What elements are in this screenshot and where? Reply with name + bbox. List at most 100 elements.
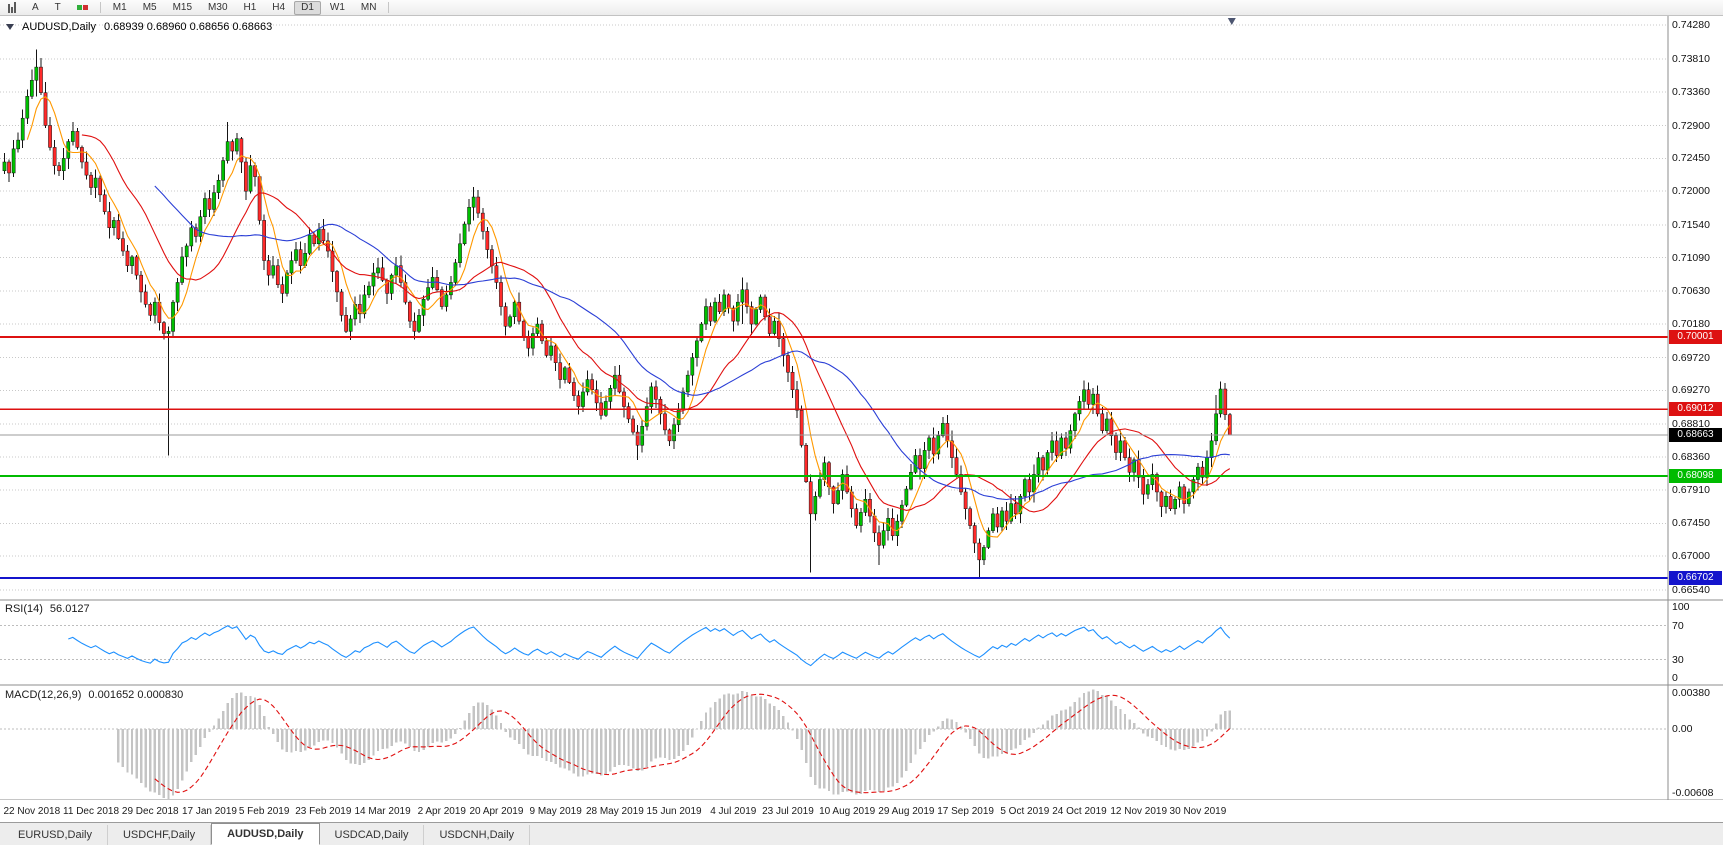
macd-axis-label: -0.00608 — [1672, 787, 1714, 799]
price-axis-label: 0.69270 — [1672, 384, 1710, 397]
date-label[interactable]: 11 Dec 2018 — [63, 806, 120, 817]
date-label[interactable]: 29 Dec 2018 — [121, 806, 179, 817]
chart-tab-usdcad[interactable]: USDCAD,Daily — [320, 825, 425, 845]
timeframe-m30-button[interactable]: M30 — [208, 2, 228, 13]
chart-shift-marker-icon[interactable] — [1227, 18, 1236, 25]
date-label[interactable]: 4 Jul 2019 — [710, 806, 757, 817]
macd-signal-line — [154, 693, 1231, 794]
price-axis-label: 0.67910 — [1672, 483, 1710, 496]
date-label[interactable]: 20 Apr 2019 — [469, 806, 524, 817]
bar-chart-glyph — [8, 2, 16, 13]
date-label[interactable]: 5 Feb 2019 — [238, 806, 290, 817]
toolbar-separator — [99, 2, 101, 13]
ma-6-line — [26, 96, 1231, 538]
candles — [2, 49, 1232, 579]
price-axis-label: 0.72000 — [1672, 185, 1710, 198]
price-axis-label: 0.72900 — [1672, 119, 1710, 132]
price-level-badge[interactable]: 0.69012 — [1669, 402, 1722, 417]
text-t-button[interactable]: T — [54, 2, 61, 13]
chart-toolbar: A T M1 M5 M15 M30 H1 H4 D1 W1 MN — [0, 0, 1723, 16]
date-label[interactable]: 23 Feb 2019 — [295, 806, 352, 817]
one-click-trading-arrow-icon[interactable] — [6, 24, 14, 30]
price-level-badge[interactable]: 0.70001 — [1669, 330, 1722, 345]
rsi-axis-label: 30 — [1672, 653, 1684, 666]
price-axis-label: 0.68810 — [1672, 418, 1710, 431]
macd-indicator-label: MACD(12,26,9) 0.001652 0.000830 — [5, 689, 190, 701]
order-icon[interactable] — [70, 1, 95, 15]
price-axis-label: 0.74280 — [1672, 18, 1710, 31]
price-axis-label: 0.73360 — [1672, 85, 1710, 98]
ma-34-line — [154, 185, 1230, 501]
date-label[interactable]: 24 Oct 2019 — [1052, 806, 1107, 817]
price-axis-label: 0.73810 — [1672, 53, 1710, 66]
rsi-line — [68, 625, 1231, 667]
chart-tab-bar: EURUSD,Daily USDCHF,Daily AUDUSD,Daily USDC… — [0, 822, 1723, 845]
macd-axis-label: 0.00 — [1672, 723, 1693, 736]
time-axis[interactable]: 22 Nov 2018 11 Dec 2018 29 Dec 2018 17 Jan … — [0, 800, 1723, 822]
chart-tab-eurusd[interactable]: EURUSD,Daily — [3, 825, 108, 845]
date-label[interactable]: 14 Mar 2019 — [354, 806, 411, 817]
price-axis-label: 0.72450 — [1672, 152, 1710, 165]
rsi-name: RSI(14) — [5, 603, 43, 615]
date-label[interactable]: 28 May 2019 — [585, 806, 644, 817]
timeframe-w1-button[interactable]: W1 — [329, 2, 345, 13]
rsi-axis-label: 100 — [1672, 601, 1690, 613]
macd-name: MACD(12,26,9) — [5, 689, 82, 701]
timeframe-d1-button[interactable]: D1 — [294, 0, 321, 15]
current-price-badge[interactable]: 0.68663 — [1669, 427, 1722, 442]
date-label[interactable]: 17 Jan 2019 — [181, 806, 237, 817]
date-label[interactable]: 9 May 2019 — [529, 806, 582, 817]
chart-tab-usdcnh[interactable]: USDCNH,Daily — [424, 825, 531, 845]
date-label[interactable]: 29 Aug 2019 — [878, 806, 935, 817]
timeframe-h1-button[interactable]: H1 — [243, 2, 257, 13]
timeframe-group: M1 M5 M15 M30 H1 H4 D1 W1 MN — [105, 0, 385, 15]
timeframe-m15-button[interactable]: M15 — [172, 2, 193, 13]
price-level-badge[interactable]: 0.68098 — [1669, 469, 1722, 484]
timeframe-h4-button[interactable]: H4 — [272, 2, 286, 13]
macd-values: 0.001652 0.000830 — [88, 689, 184, 701]
chart-tab-usdchf[interactable]: USDCHF,Daily — [108, 825, 212, 845]
timeframe-mn-button[interactable]: MN — [360, 2, 377, 13]
date-label[interactable]: 2 Apr 2019 — [417, 806, 466, 817]
ma-18-line — [81, 134, 1231, 513]
date-label[interactable]: 5 Oct 2019 — [1000, 806, 1050, 817]
price-level-badge[interactable]: 0.66702 — [1669, 570, 1722, 585]
date-label[interactable]: 17 Sep 2019 — [937, 806, 994, 817]
date-label[interactable]: 22 Nov 2018 — [3, 806, 61, 817]
price-gridlines — [0, 24, 1668, 591]
price-axis-label: 0.70180 — [1672, 318, 1710, 331]
timeframe-m1-button[interactable]: M1 — [112, 2, 127, 13]
rsi-indicator-label: RSI(14) 56.0127 — [5, 603, 97, 615]
bar-chart-icon[interactable] — [1, 1, 23, 15]
symbol-period-label: AUDUSD,Daily — [22, 21, 96, 33]
price-axis-label: 0.68360 — [1672, 450, 1710, 463]
rsi-value: 56.0127 — [49, 603, 90, 615]
chart-tab-audusd[interactable]: AUDUSD,Daily — [211, 823, 320, 845]
date-label[interactable]: 15 Jun 2019 — [646, 806, 702, 817]
order-glyph — [76, 5, 88, 10]
price-axis-label: 0.66540 — [1672, 583, 1710, 596]
rsi-axis-label: 70 — [1672, 619, 1684, 632]
date-label[interactable]: 10 Aug 2019 — [819, 806, 876, 817]
price-axis-label: 0.67000 — [1672, 550, 1710, 563]
annotate-a-button[interactable]: A — [32, 2, 39, 13]
price-axis-label: 0.71090 — [1672, 251, 1710, 264]
timeframe-m5-button[interactable]: M5 — [142, 2, 157, 13]
price-axis-label: 0.69720 — [1672, 351, 1710, 364]
price-axis-label: 0.70630 — [1672, 285, 1710, 298]
price-axis-label: 0.71540 — [1672, 218, 1710, 231]
price-axis[interactable]: 0.74280 0.73810 0.73360 0.72900 0.72450 0.720… — [1668, 16, 1723, 822]
price-axis-label: 0.67450 — [1672, 517, 1710, 530]
macd-histogram — [117, 689, 1231, 799]
toolbar-separator — [388, 2, 390, 13]
macd-axis-label: 0.00380 — [1672, 687, 1710, 699]
chart-title: AUDUSD,Daily 0.68939 0.68960 0.68656 0.6… — [6, 21, 272, 33]
date-label[interactable]: 23 Jul 2019 — [762, 806, 814, 817]
rsi-axis-label: 0 — [1672, 672, 1678, 684]
ohlc-values: 0.68939 0.68960 0.68656 0.68663 — [103, 21, 273, 33]
date-label[interactable]: 30 Nov 2019 — [1169, 806, 1227, 817]
date-label[interactable]: 12 Nov 2019 — [1110, 806, 1168, 817]
